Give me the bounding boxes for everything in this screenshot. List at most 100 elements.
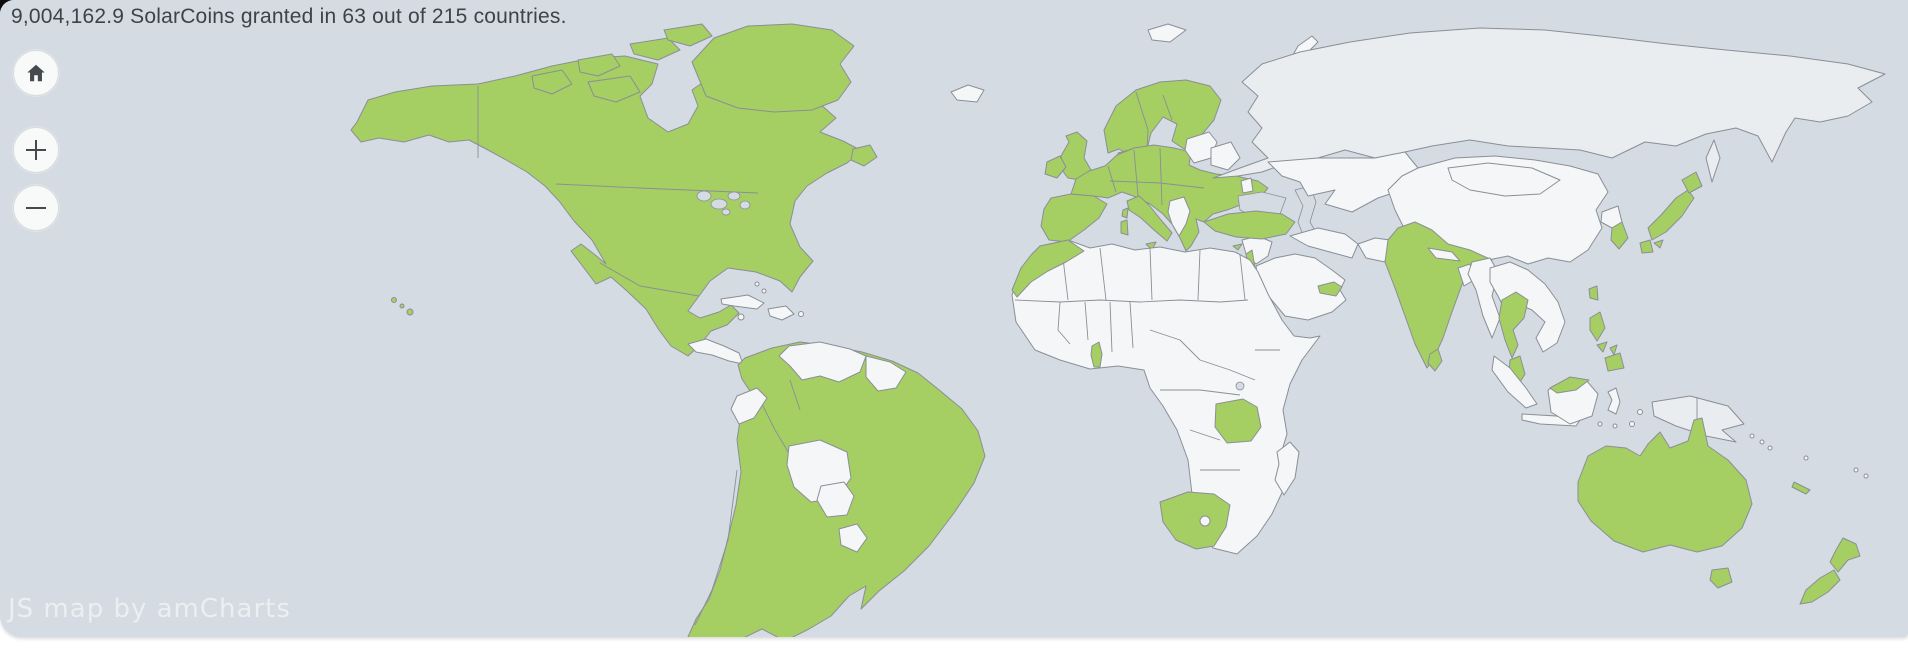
country-italy-sicily[interactable] (1145, 241, 1157, 251)
country-solomon-islands[interactable] (1767, 445, 1773, 451)
border-south-africa-region (1189, 429, 1221, 441)
country-lesotho[interactable] (1199, 515, 1211, 527)
country-malaysia-borneo[interactable] (1549, 376, 1590, 394)
country-iran[interactable] (1289, 227, 1359, 259)
country-bahamas[interactable] (761, 288, 767, 294)
country-guyana-suriname[interactable] (865, 355, 907, 392)
country-canada-arctic[interactable] (587, 75, 641, 103)
border-central-africa (1199, 359, 1256, 381)
country-australia-tasmania[interactable] (1709, 567, 1733, 589)
border-usa-canada (555, 183, 759, 194)
country-italy-sardinia[interactable] (1120, 219, 1129, 236)
country-south-korea[interactable] (1610, 221, 1629, 250)
country-serbia-region[interactable] (1167, 196, 1191, 237)
country-indonesia-islands[interactable] (1637, 409, 1643, 415)
country-moldova[interactable] (1240, 177, 1254, 194)
country-philippines[interactable] (1604, 352, 1625, 372)
country-sri-lanka[interactable] (1427, 348, 1443, 372)
country-japan[interactable] (1681, 171, 1703, 194)
country-venezuela[interactable] (778, 341, 867, 383)
country-indonesia-sulawesi[interactable] (1607, 387, 1621, 415)
country-india[interactable] (1384, 221, 1493, 369)
border-west-africa (1057, 301, 1071, 345)
minus-icon (26, 207, 46, 209)
home-icon (27, 64, 45, 82)
country-indonesia-islands[interactable] (1597, 421, 1603, 427)
country-australia[interactable] (1577, 417, 1753, 553)
country-canada-arctic[interactable] (629, 37, 681, 61)
country-indonesia-islands[interactable] (1629, 421, 1635, 427)
home-button[interactable] (13, 50, 59, 96)
country-morocco[interactable] (1011, 239, 1085, 298)
country-fiji[interactable] (1853, 467, 1859, 473)
country-arabia[interactable] (1255, 253, 1347, 321)
country-uae[interactable] (1317, 281, 1343, 297)
country-japan[interactable] (1639, 239, 1654, 254)
country-canada-newfoundland[interactable] (850, 144, 878, 167)
country-indonesia-java[interactable] (1521, 413, 1581, 427)
border-france-germany (1107, 165, 1117, 193)
country-new-zealand[interactable] (1799, 569, 1841, 605)
country-usa-hawaii[interactable] (391, 297, 397, 303)
country-russia[interactable] (1212, 27, 1886, 179)
country-canada-arctic[interactable] (663, 23, 713, 47)
zoom-in-button[interactable] (13, 127, 59, 173)
country-cyprus[interactable] (1232, 243, 1243, 251)
country-bahamas[interactable] (754, 281, 760, 287)
country-puerto-rico[interactable] (798, 311, 804, 317)
great-lakes (739, 200, 751, 210)
country-indonesia-sumatra[interactable] (1491, 355, 1538, 409)
country-belarus[interactable] (1210, 141, 1241, 171)
country-south-africa[interactable] (1159, 491, 1231, 550)
great-lakes (696, 190, 712, 202)
country-jamaica[interactable] (737, 313, 745, 321)
country-north-america[interactable] (350, 55, 863, 357)
country-indonesia-islands[interactable] (1612, 423, 1618, 429)
country-philippines[interactable] (1596, 341, 1608, 353)
country-ecuador[interactable] (730, 387, 768, 425)
country-solomon-islands[interactable] (1749, 433, 1755, 439)
country-france-corsica[interactable] (1121, 207, 1129, 219)
country-russia-sakhalin[interactable] (1705, 139, 1721, 183)
country-thailand[interactable] (1498, 291, 1529, 359)
country-japan[interactable] (1647, 189, 1695, 241)
country-new-zealand[interactable] (1829, 537, 1861, 573)
country-kazakhstan[interactable] (1267, 151, 1419, 213)
country-new-caledonia[interactable] (1791, 481, 1811, 495)
country-greenland[interactable] (691, 23, 855, 113)
country-philippines[interactable] (1589, 311, 1606, 342)
border-north-africa (1197, 249, 1201, 301)
country-italy[interactable] (1126, 195, 1173, 242)
country-taiwan[interactable] (1588, 285, 1599, 301)
border-brazil-west (759, 399, 791, 456)
country-uruguay[interactable] (838, 523, 868, 553)
border-north-africa (1099, 247, 1107, 301)
country-canada-arctic[interactable] (531, 69, 573, 95)
border-norway-sweden (1135, 91, 1149, 150)
country-usa-hawaii[interactable] (399, 303, 405, 309)
country-canada-arctic[interactable] (577, 53, 621, 77)
country-tanzania[interactable] (1214, 398, 1262, 444)
country-iceland[interactable] (950, 84, 985, 103)
country-turkey[interactable] (1203, 210, 1296, 240)
amcharts-watermark-link[interactable]: JS map by amCharts (8, 594, 291, 624)
country-japan[interactable] (1653, 239, 1664, 249)
country-madagascar[interactable] (1274, 441, 1300, 496)
country-svalbard[interactable] (1147, 23, 1187, 43)
country-vanuatu[interactable] (1803, 455, 1809, 461)
country-philippines[interactable] (1609, 344, 1618, 356)
world-map-canvas (350, 23, 1886, 637)
country-paraguay[interactable] (816, 481, 855, 518)
country-usa-hawaii[interactable] (406, 308, 414, 316)
country-hispaniola[interactable] (767, 305, 795, 321)
country-ireland[interactable] (1044, 155, 1067, 179)
border-colombia-brazil (789, 379, 801, 411)
country-fiji[interactable] (1863, 473, 1869, 479)
zoom-out-button[interactable] (13, 185, 59, 231)
country-cuba[interactable] (720, 294, 765, 310)
country-spain-portugal[interactable] (1040, 193, 1108, 243)
country-benin[interactable] (1090, 341, 1103, 368)
country-nepal[interactable] (1427, 247, 1461, 262)
country-solomon-islands[interactable] (1759, 439, 1765, 445)
country-mongolia[interactable] (1447, 162, 1561, 197)
